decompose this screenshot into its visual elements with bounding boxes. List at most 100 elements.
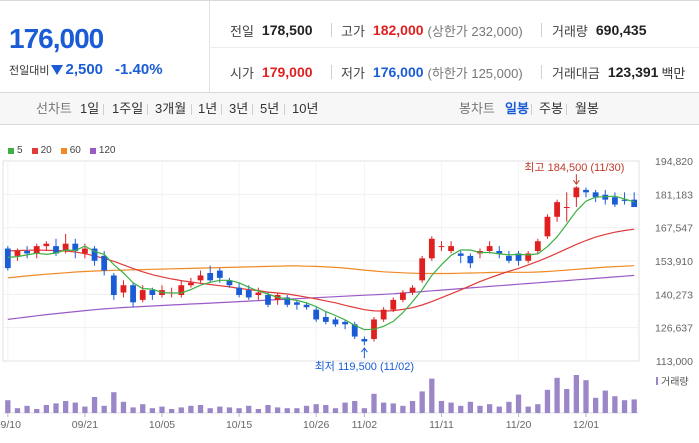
volume-bar (332, 408, 339, 413)
volume-bar (120, 401, 127, 413)
ma60-line (7, 265, 635, 279)
x-tick-label: 10/05 (149, 419, 175, 431)
change-amount: 2,500 (65, 61, 104, 78)
legend-ma5: 5 (8, 145, 23, 156)
trade-value-unit: 백만 (661, 65, 686, 81)
x-tick-label: 09/10 (0, 419, 21, 431)
volume-bar (496, 406, 502, 413)
candle-body (583, 189, 589, 193)
volume-bar (486, 404, 493, 413)
candle-chart-label: 봉차트 (459, 101, 495, 116)
divider (566, 104, 567, 115)
volume-bar (62, 401, 69, 413)
volume-bar (140, 404, 146, 413)
candle-body (342, 321, 348, 325)
volume-bar (371, 393, 377, 413)
trade-value-cell: 거래대금 123,391 백만 (552, 61, 685, 83)
candle-body (400, 292, 406, 300)
y-tick-label: 153,910 (655, 256, 693, 268)
candle-body (486, 246, 493, 252)
divider (284, 104, 285, 115)
change-row: 전일대비 2,500 -1.40% (9, 61, 163, 78)
volume-bar (554, 377, 560, 413)
volume-bar (515, 394, 522, 413)
candle-body (322, 317, 329, 322)
volume-bar (5, 400, 11, 413)
volume-cell: 거래량 690,435 (552, 19, 647, 41)
legend-swatch (89, 147, 96, 154)
price-chart[interactable]: 194,820 181,183 167,547 153,910 140,273 126,6… (0, 150, 699, 443)
legend-swatch (31, 147, 38, 154)
row-divider (211, 47, 699, 48)
period-1d[interactable]: 1일 (80, 101, 100, 116)
x-tick-label: 09/21 (72, 419, 98, 431)
period-5y[interactable]: 5년 (260, 101, 280, 116)
volume-bar (602, 390, 608, 413)
volume-bar (265, 405, 271, 413)
period-10y[interactable]: 10년 (292, 101, 319, 116)
y-tick-label: 140,273 (655, 289, 693, 301)
candle-body (544, 216, 551, 237)
volume-bar (419, 391, 425, 413)
candle-daily[interactable]: 일봉 (505, 101, 529, 116)
volume-bar (390, 403, 396, 413)
candle-monthly[interactable]: 월봉 (575, 101, 599, 116)
volume-bar (323, 405, 329, 413)
prev-close-value: 178,500 (261, 22, 313, 38)
x-tick-label: 10/26 (303, 419, 329, 431)
volume-label: 거래량 (552, 23, 588, 39)
divider (331, 23, 332, 37)
candle-body (390, 299, 397, 310)
volume-bar (197, 405, 204, 413)
divider (541, 65, 542, 79)
candle-body (91, 248, 98, 261)
candle-body (428, 238, 435, 259)
high-value: 182,000 (372, 22, 424, 38)
period-3m[interactable]: 3개월 (155, 101, 187, 116)
low-marker-arrow (360, 347, 368, 353)
volume-bar (82, 406, 88, 413)
volume-bar (111, 392, 117, 413)
candle-body (506, 255, 512, 261)
volume-bar (573, 375, 580, 413)
candle-body (294, 302, 300, 305)
candle-body (236, 287, 242, 296)
legend-ma20: 20 (31, 145, 52, 156)
candle-weekly[interactable]: 주봉 (539, 101, 563, 116)
legend-ma120: 120 (89, 145, 116, 156)
candle-body (534, 241, 541, 252)
volume-bar (53, 403, 59, 413)
volume-bar (24, 405, 30, 413)
ma-legend: 5 20 60 120 (8, 145, 125, 156)
volume-bar (236, 408, 242, 413)
volume-bar (14, 408, 21, 413)
x-tick-label: 11/11 (429, 419, 454, 431)
line-chart-label: 선차트 (36, 101, 72, 116)
x-tick-label: 12/01 (573, 419, 599, 431)
period-1w[interactable]: 1주일 (112, 101, 144, 116)
high-marker-arrow (572, 179, 580, 186)
period-3y[interactable]: 3년 (229, 101, 249, 116)
prev-close-label: 전일 (230, 23, 254, 39)
candle-body (380, 309, 387, 320)
trade-value: 123,391 (607, 64, 659, 80)
volume-bar (313, 404, 319, 413)
candle-body (139, 290, 146, 300)
volume-bar (583, 380, 589, 413)
candle-body (438, 246, 445, 248)
divider (221, 104, 222, 115)
candle-body (255, 292, 262, 296)
candle-body (573, 187, 580, 198)
divider (191, 104, 192, 115)
prev-close-cell: 전일 178,500 (230, 19, 313, 41)
candle-body (621, 199, 628, 201)
candle-body (419, 258, 426, 281)
candle-body (149, 290, 156, 296)
candle-body (313, 309, 320, 320)
volume-bar (342, 402, 348, 413)
candle-body (631, 199, 638, 208)
x-tick-label: 11/02 (352, 419, 378, 431)
y-tick-label: 167,547 (655, 223, 693, 235)
y-tick-label: 181,183 (655, 189, 693, 201)
period-1y[interactable]: 1년 (198, 101, 218, 116)
